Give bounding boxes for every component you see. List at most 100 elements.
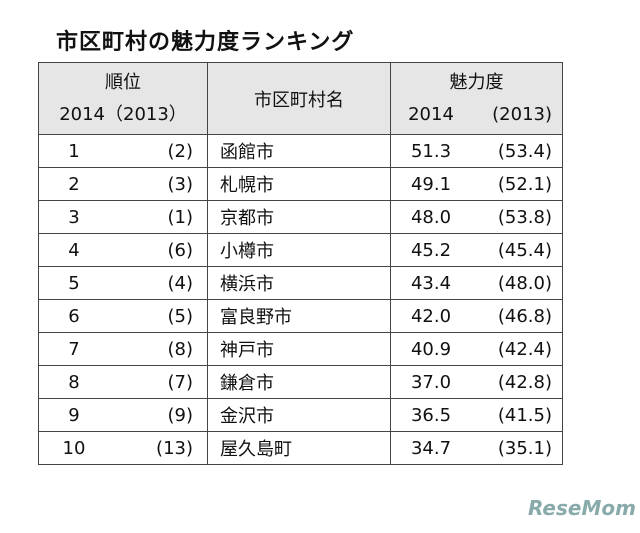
rank-cell: 9 (9) — [38, 398, 208, 432]
score-cell: 40.9 (42.4) — [390, 332, 563, 366]
score-cell: 43.4 (48.0) — [390, 266, 563, 300]
prev-rank: (9) — [167, 404, 194, 426]
name-cell: 函館市 — [207, 134, 391, 168]
prev-score: (53.4) — [497, 140, 552, 162]
table-row: 2 (3) 札幌市 49.1 (52.1) — [38, 167, 563, 201]
score: 37.0 — [410, 371, 452, 393]
score-pair: 45.2 (45.4) — [391, 240, 562, 261]
table-row: 5 (4) 横浜市 43.4 (48.0) — [38, 266, 563, 300]
rank: 9 — [68, 404, 80, 426]
table-row: 1 (2) 函館市 51.3 (53.4) — [38, 134, 563, 168]
score-pair: 51.3 (53.4) — [391, 141, 562, 162]
rank-cell: 2 (3) — [38, 167, 208, 201]
rank-cell: 3 (1) — [38, 200, 208, 234]
name-cell: 京都市 — [207, 200, 391, 234]
prev-score: (53.8) — [497, 206, 552, 228]
prev-score: (42.8) — [497, 371, 552, 393]
score: 43.4 — [410, 272, 452, 294]
rank-cell: 8 (7) — [38, 365, 208, 399]
rank-pair: 4 (6) — [39, 240, 207, 261]
score-pair: 48.0 (53.8) — [391, 207, 562, 228]
prev-rank: (4) — [167, 272, 194, 294]
table-body: 1 (2) 函館市 51.3 (53.4) 2 (3) 札幌市 49.1 (52.1) 3 (1) 京都… — [38, 134, 563, 465]
name-cell: 神戸市 — [207, 332, 391, 366]
score: 48.0 — [410, 206, 452, 228]
rank-cell: 10 (13) — [38, 431, 208, 465]
rank-pair: 7 (8) — [39, 339, 207, 360]
score-pair: 37.0 (42.8) — [391, 372, 562, 393]
rank-pair: 8 (7) — [39, 372, 207, 393]
name-cell: 横浜市 — [207, 266, 391, 300]
table-row: 7 (8) 神戸市 40.9 (42.4) — [38, 332, 563, 366]
score: 42.0 — [410, 305, 452, 327]
prev-score: (48.0) — [497, 272, 552, 294]
header-text: 市区町村名 — [254, 89, 344, 111]
score: 36.5 — [410, 404, 452, 426]
prev-rank: (3) — [167, 173, 194, 195]
score: 45.2 — [410, 239, 452, 261]
rank: 10 — [62, 437, 86, 459]
rank: 3 — [68, 206, 80, 228]
score: 49.1 — [410, 173, 452, 195]
name-cell: 金沢市 — [207, 398, 391, 432]
name-cell: 札幌市 — [207, 167, 391, 201]
header-cell: 順位 2014（2013） — [38, 62, 208, 135]
score-pair: 49.1 (52.1) — [391, 174, 562, 195]
rank: 8 — [68, 371, 80, 393]
header-text: 2014（2013） — [59, 103, 187, 125]
table-row: 3 (1) 京都市 48.0 (53.8) — [38, 200, 563, 234]
title: 市区町村の魅力度ランキング — [56, 30, 355, 55]
rank-pair: 1 (2) — [39, 141, 207, 162]
header-text: 2014 — [408, 103, 454, 125]
score-cell: 49.1 (52.1) — [390, 167, 563, 201]
name-cell: 屋久島町 — [207, 431, 391, 465]
watermark: ReseMom — [528, 496, 636, 520]
ranking-table: 順位 2014（2013） 市区町村名 魅力度 2014 (2013) 1 (2) 函館市… — [38, 62, 563, 465]
rank-cell: 7 (8) — [38, 332, 208, 366]
score-cell: 42.0 (46.8) — [390, 299, 563, 333]
header-cell: 魅力度 2014 (2013) — [390, 62, 563, 135]
rank-pair: 5 (4) — [39, 273, 207, 294]
prev-rank: (5) — [167, 305, 194, 327]
prev-score: (45.4) — [497, 239, 552, 261]
name-cell: 小樽市 — [207, 233, 391, 267]
rank: 7 — [68, 338, 80, 360]
table-row: 6 (5) 富良野市 42.0 (46.8) — [38, 299, 563, 333]
score-cell: 48.0 (53.8) — [390, 200, 563, 234]
rank-cell: 4 (6) — [38, 233, 208, 267]
score-cell: 36.5 (41.5) — [390, 398, 563, 432]
prev-rank: (6) — [167, 239, 194, 261]
score-cell: 34.7 (35.1) — [390, 431, 563, 465]
name-cell: 富良野市 — [207, 299, 391, 333]
rank-cell: 5 (4) — [38, 266, 208, 300]
score: 51.3 — [410, 140, 452, 162]
rank-cell: 6 (5) — [38, 299, 208, 333]
score-pair: 34.7 (35.1) — [391, 438, 562, 459]
table-row: 9 (9) 金沢市 36.5 (41.5) — [38, 398, 563, 432]
prev-score: (41.5) — [497, 404, 552, 426]
rank: 2 — [68, 173, 80, 195]
prev-rank: (1) — [167, 206, 194, 228]
prev-score: (52.1) — [497, 173, 552, 195]
rank-pair: 9 (9) — [39, 405, 207, 426]
header-cell: 市区町村名 — [207, 62, 391, 135]
name-cell: 鎌倉市 — [207, 365, 391, 399]
rank: 5 — [68, 272, 80, 294]
rank: 6 — [68, 305, 80, 327]
score: 34.7 — [410, 437, 452, 459]
rank-pair: 2 (3) — [39, 174, 207, 195]
score-pair: 43.4 (48.0) — [391, 273, 562, 294]
score-cell: 45.2 (45.4) — [390, 233, 563, 267]
prev-rank: (7) — [167, 371, 194, 393]
table-row: 10 (13) 屋久島町 34.7 (35.1) — [38, 431, 563, 465]
rank-pair: 6 (5) — [39, 306, 207, 327]
prev-score: (46.8) — [497, 305, 552, 327]
score-pair: 42.0 (46.8) — [391, 306, 562, 327]
rank-cell: 1 (2) — [38, 134, 208, 168]
score-cell: 37.0 (42.8) — [390, 365, 563, 399]
prev-rank: (2) — [167, 140, 194, 162]
score-pair: 40.9 (42.4) — [391, 339, 562, 360]
table-row: 8 (7) 鎌倉市 37.0 (42.8) — [38, 365, 563, 399]
header-text: 順位 — [105, 71, 141, 93]
